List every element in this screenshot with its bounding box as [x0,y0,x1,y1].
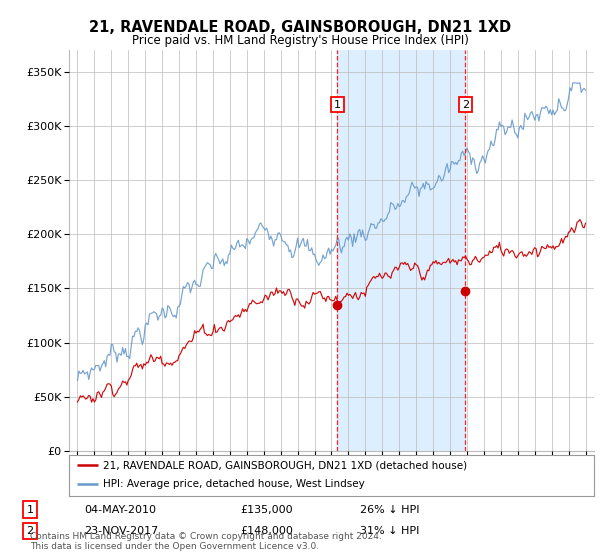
Text: 21, RAVENDALE ROAD, GAINSBOROUGH, DN21 1XD (detached house): 21, RAVENDALE ROAD, GAINSBOROUGH, DN21 1… [103,460,467,470]
Text: Contains HM Land Registry data © Crown copyright and database right 2024.
This d: Contains HM Land Registry data © Crown c… [30,531,382,551]
Text: 1: 1 [26,505,34,515]
Text: 1: 1 [334,100,341,110]
Bar [337,50,465,451]
Text: 31% ↓ HPI: 31% ↓ HPI [360,526,419,536]
Text: £148,000: £148,000 [240,526,293,536]
Text: 21, RAVENDALE ROAD, GAINSBOROUGH, DN21 1XD: 21, RAVENDALE ROAD, GAINSBOROUGH, DN21 1… [89,20,511,35]
Text: £135,000: £135,000 [240,505,293,515]
Text: Price paid vs. HM Land Registry's House Price Index (HPI): Price paid vs. HM Land Registry's House … [131,34,469,46]
Text: HPI: Average price, detached house, West Lindsey: HPI: Average price, detached house, West… [103,479,365,489]
Text: 26% ↓ HPI: 26% ↓ HPI [360,505,419,515]
Text: 04-MAY-2010: 04-MAY-2010 [84,505,156,515]
Text: 2: 2 [26,526,34,536]
Text: 2: 2 [462,100,469,110]
Text: 23-NOV-2017: 23-NOV-2017 [84,526,158,536]
